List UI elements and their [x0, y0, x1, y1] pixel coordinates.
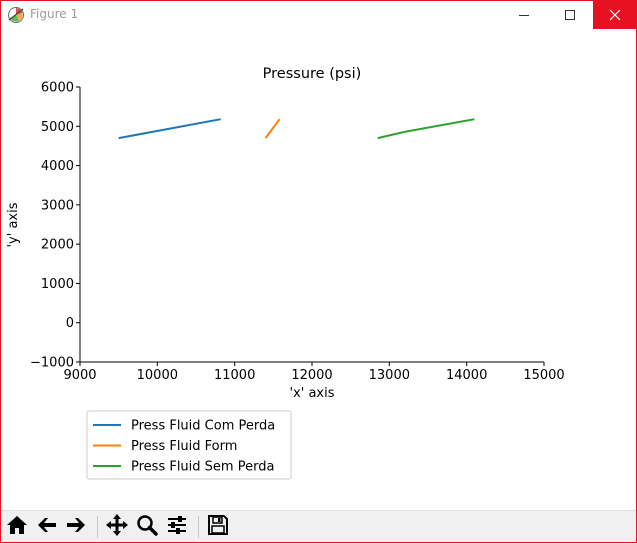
- chart-title: Pressure (psi): [263, 66, 362, 82]
- maximize-button[interactable]: [547, 1, 593, 29]
- close-icon: [609, 6, 621, 25]
- x-axis-label: 'x' axis: [289, 386, 334, 401]
- x-tick-label: 12000: [291, 368, 332, 383]
- legend-label: Press Fluid Form: [131, 439, 237, 454]
- minimize-icon: [518, 6, 530, 25]
- x-tick-label: 10000: [137, 368, 178, 383]
- close-button[interactable]: [593, 1, 636, 29]
- pan-icon: [105, 513, 129, 541]
- home-icon: [5, 513, 29, 541]
- legend: Press Fluid Com Perda Press Fluid Form Pre…: [86, 410, 292, 480]
- navigation-toolbar: [1, 510, 636, 542]
- pan-button[interactable]: [103, 514, 131, 540]
- maximize-icon: [564, 6, 576, 25]
- back-button[interactable]: [33, 514, 61, 540]
- forward-arrow-icon: [64, 513, 88, 541]
- back-arrow-icon: [35, 513, 59, 541]
- toolbar-separator: [198, 516, 199, 538]
- y-tick-label: 5000: [41, 120, 74, 135]
- y-tick-label: 6000: [41, 81, 74, 96]
- y-tick-label: −1000: [30, 356, 74, 371]
- y-tick-label: 2000: [41, 238, 74, 253]
- x-tick-label: 14000: [446, 368, 487, 383]
- series-line-1: [118, 118, 221, 140]
- chart: Pressure (psi) 9000 10000 11000 12000 13000 1…: [6, 66, 565, 480]
- save-button[interactable]: [204, 514, 232, 540]
- x-tick-label: 15000: [523, 368, 564, 383]
- y-axis-label: 'y' axis: [6, 202, 21, 247]
- home-button[interactable]: [3, 514, 31, 540]
- x-tick-label: 11000: [214, 368, 255, 383]
- title-bar[interactable]: Figure 1: [1, 1, 636, 29]
- y-tick-label: 1000: [41, 277, 74, 292]
- zoom-button[interactable]: [133, 514, 161, 540]
- legend-label: Press Fluid Sem Perda: [131, 460, 274, 475]
- series-layer: [118, 118, 475, 140]
- series-line-2: [264, 118, 281, 139]
- legend-label: Press Fluid Com Perda: [131, 419, 275, 434]
- figure-canvas[interactable]: Pressure (psi) 9000 10000 11000 12000 13000 1…: [1, 29, 636, 510]
- subplots-config-icon: [165, 513, 189, 541]
- toolbar-separator: [97, 516, 98, 538]
- minimize-button[interactable]: [501, 1, 547, 29]
- app-icon: [7, 6, 25, 24]
- y-tick-label: 4000: [41, 159, 74, 174]
- window-title: Figure 1: [30, 7, 79, 21]
- zoom-icon: [135, 513, 159, 541]
- x-tick-label: 9000: [63, 368, 96, 383]
- subplots-config-button[interactable]: [163, 514, 191, 540]
- x-tick-label: 13000: [369, 368, 410, 383]
- save-icon: [206, 513, 230, 541]
- series-line-3: [377, 118, 475, 140]
- forward-button[interactable]: [62, 514, 90, 540]
- axes: 9000 10000 11000 12000 13000 14000 15000 −1000 0…: [30, 81, 565, 384]
- y-tick-label: 0: [66, 316, 74, 331]
- legend-box: [86, 410, 292, 480]
- y-tick-label: 3000: [41, 198, 74, 213]
